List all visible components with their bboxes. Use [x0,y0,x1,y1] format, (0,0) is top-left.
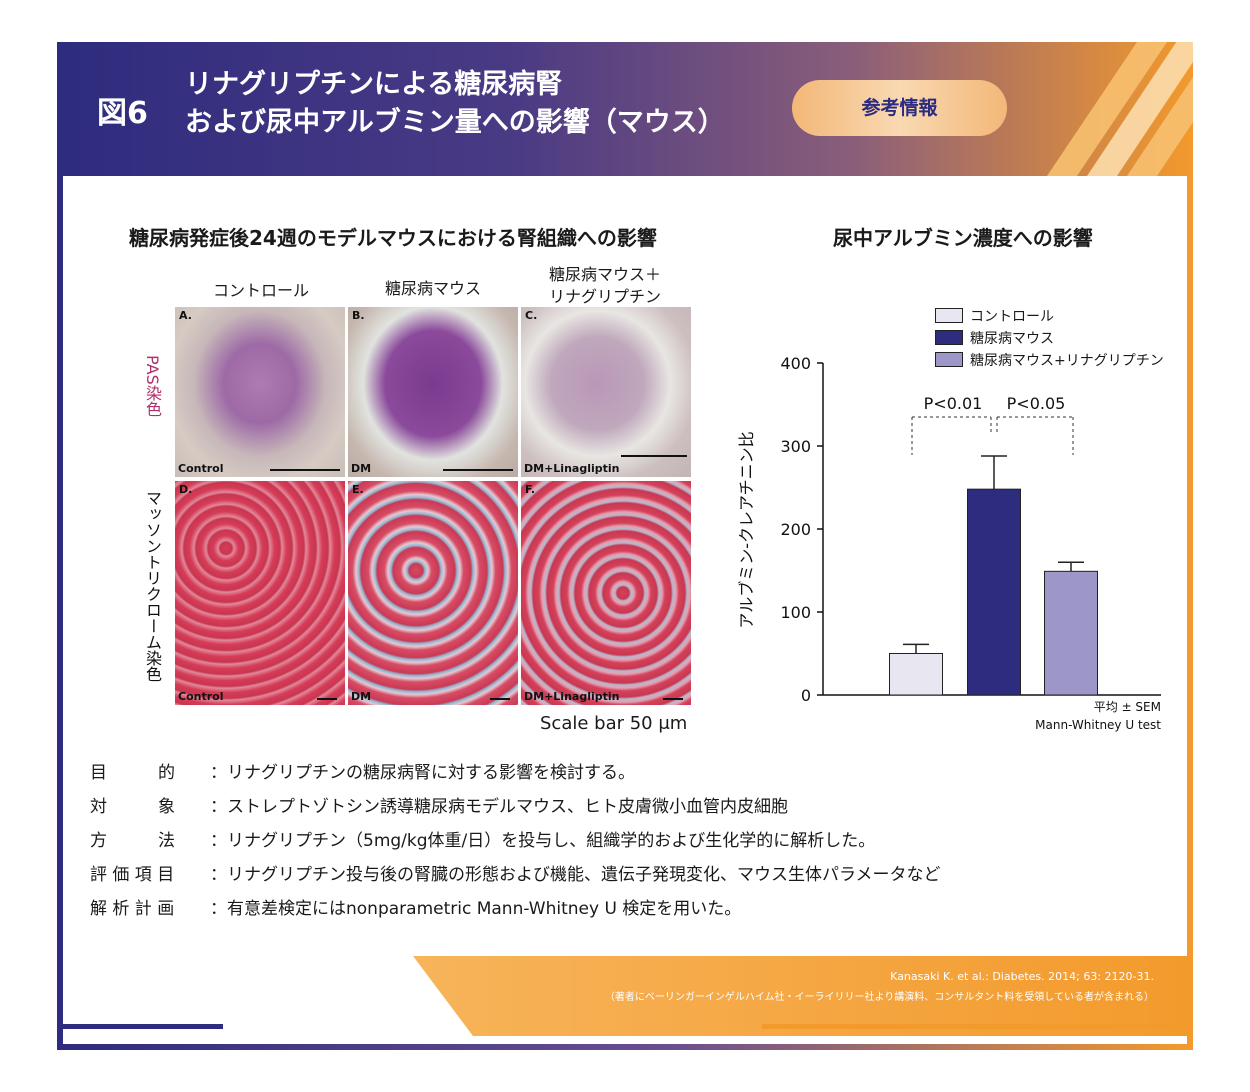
bar [967,488,1021,696]
scale-bar [621,455,687,457]
significance-label: P<0.05 [1007,394,1066,413]
bar [889,653,943,696]
info-row-method: 方 法 ：リナグリプチン（5mg/kg体重/日）を投与し、組織学的および生化学的に… [90,824,875,858]
info-label: 目 的 [90,763,175,783]
y-tick-label: 0 [801,686,811,705]
panel-letter: A. [179,309,192,322]
info-row-subject: 対 象 ：ストレプトゾトシン誘導糖尿病モデルマウス、ヒト皮膚微小血管内皮細胞 [90,790,788,824]
significance-label: P<0.01 [924,394,983,413]
micrograph-panel-a: A. Control [175,307,345,477]
column-label-dm-lina-line1: 糖尿病マウス＋ [548,265,661,284]
y-tick-label: 400 [780,354,811,373]
info-row-purpose: 目 的 ：リナグリプチンの糖尿病腎に対する影響を検討する。 [90,756,635,790]
reference-badge: 参考情報 [792,80,1007,136]
y-tick-label: 200 [780,520,811,539]
title-line-1: リナグリプチンによる糖尿病腎 [185,69,563,100]
micrograph-panel-e: E. DM [348,481,518,705]
info-row-endpoints: 評 価 項 目 ：リナグリプチン投与後の腎臓の形態および機能、遺伝子発現変化、マウ… [90,858,941,892]
info-text: ：有意差検定にはnonparametric Mann-Whitney U 検定を… [210,899,742,919]
info-row-analysis: 解 析 計 画 ：有意差検定にはnonparametric Mann-Whitne… [90,892,741,926]
micrograph-panel-c: C. DM+Linagliptin [521,307,691,477]
reference-disclosure: （著者にベーリンガーインゲルハイム社・イーライリリー社より講演料、コンサルタント… [604,992,1154,1003]
scale-bar [443,469,513,471]
reference-citation: Kanasaki K. et al.: Diabetes. 2014; 63: … [890,970,1154,983]
row-label-pas: PAS染色 [143,355,162,417]
panel-letter: E. [352,483,364,496]
title-line-2: および尿中アルブミン量への影響（マウス） [185,107,725,138]
info-text: ：リナグリプチンの糖尿病腎に対する影響を検討する。 [210,763,635,783]
bottom-accent-left [63,1024,223,1029]
legend-label-dm: 糖尿病マウス [970,331,1054,347]
header-banner: 図6 リナグリプチンによる糖尿病腎 および尿中アルブミン量への影響（マウス） 参… [57,42,1193,176]
legend-label-control: コントロール [970,309,1054,325]
info-label: 評 価 項 目 [90,865,175,885]
micrograph-panel-b: B. DM [348,307,518,477]
scale-bar [490,698,510,700]
micrograph-panel-d: D. Control [175,481,345,705]
chart-note-mean-sem: 平均 ± SEM [1094,700,1161,714]
column-label-control: コントロール [212,281,309,300]
chart-title: 尿中アルブミン濃度への影響 [833,226,1093,250]
panel-letter: C. [525,309,538,322]
panel-caption: DM [351,462,372,475]
scale-bar [317,698,337,700]
y-axis-label: アルブミン-クレアチニン比 [737,431,756,628]
column-label-dm-lina-line2: リナグリプチン [548,287,661,306]
info-label: 方 法 [90,831,175,851]
panel-letter: F. [525,483,536,496]
row-label-masson: マッソントリクローム染色 [143,490,162,682]
bottom-accent-right [762,1024,1187,1029]
column-label-dm: 糖尿病マウス [384,279,481,298]
y-tick-label: 300 [780,437,811,456]
legend-swatch-dm-lina [935,352,963,367]
legend-swatch-control [935,308,963,323]
albumin-bar-chart: アルブミン-クレアチニン比 0 100 200 300 400 P<0.01 P<0.05… [737,354,1161,732]
scale-bar [270,469,340,471]
panel-caption: Control [178,690,224,703]
scale-bar [663,698,683,700]
legend-label-dm-lina: 糖尿病マウス+リナグリプチン [970,353,1164,369]
bar [1044,570,1098,696]
y-tick-label: 100 [780,603,811,622]
bars [889,455,1098,696]
panel-letter: B. [352,309,365,322]
panel-caption: Control [178,462,224,475]
panel-caption: DM+Linagliptin [524,690,620,703]
panel-caption: DM [351,690,372,703]
info-text: ：リナグリプチン投与後の腎臓の形態および機能、遺伝子発現変化、マウス生体パラメー… [210,865,941,885]
histology-section-title: 糖尿病発症後24週のモデルマウスにおける腎組織への影響 [129,226,657,250]
footer-band [413,956,1193,1036]
scale-bar-note: Scale bar 50 μm [540,713,688,734]
figure-title: リナグリプチンによる糖尿病腎 および尿中アルブミン量への影響（マウス） [185,66,725,142]
info-text: ：ストレプトゾトシン誘導糖尿病モデルマウス、ヒト皮膚微小血管内皮細胞 [210,797,788,817]
legend-swatch-dm [935,330,963,345]
micrograph-panel-f: F. DM+Linagliptin [521,481,691,705]
info-label: 対 象 [90,797,175,817]
panel-letter: D. [179,483,193,496]
info-label: 解 析 計 画 [90,899,175,919]
column-label-dm-lina: 糖尿病マウス＋ リナグリプチン [520,264,690,308]
chart-note-test: Mann-Whitney U test [1035,718,1161,732]
figure-number: 図6 [97,96,148,131]
decorative-stripes [1047,42,1193,176]
significance-brackets: P<0.01 P<0.05 [911,394,1074,455]
info-text: ：リナグリプチン（5mg/kg体重/日）を投与し、組織学的および生化学的に解析し… [210,831,876,851]
panel-caption: DM+Linagliptin [524,462,620,475]
